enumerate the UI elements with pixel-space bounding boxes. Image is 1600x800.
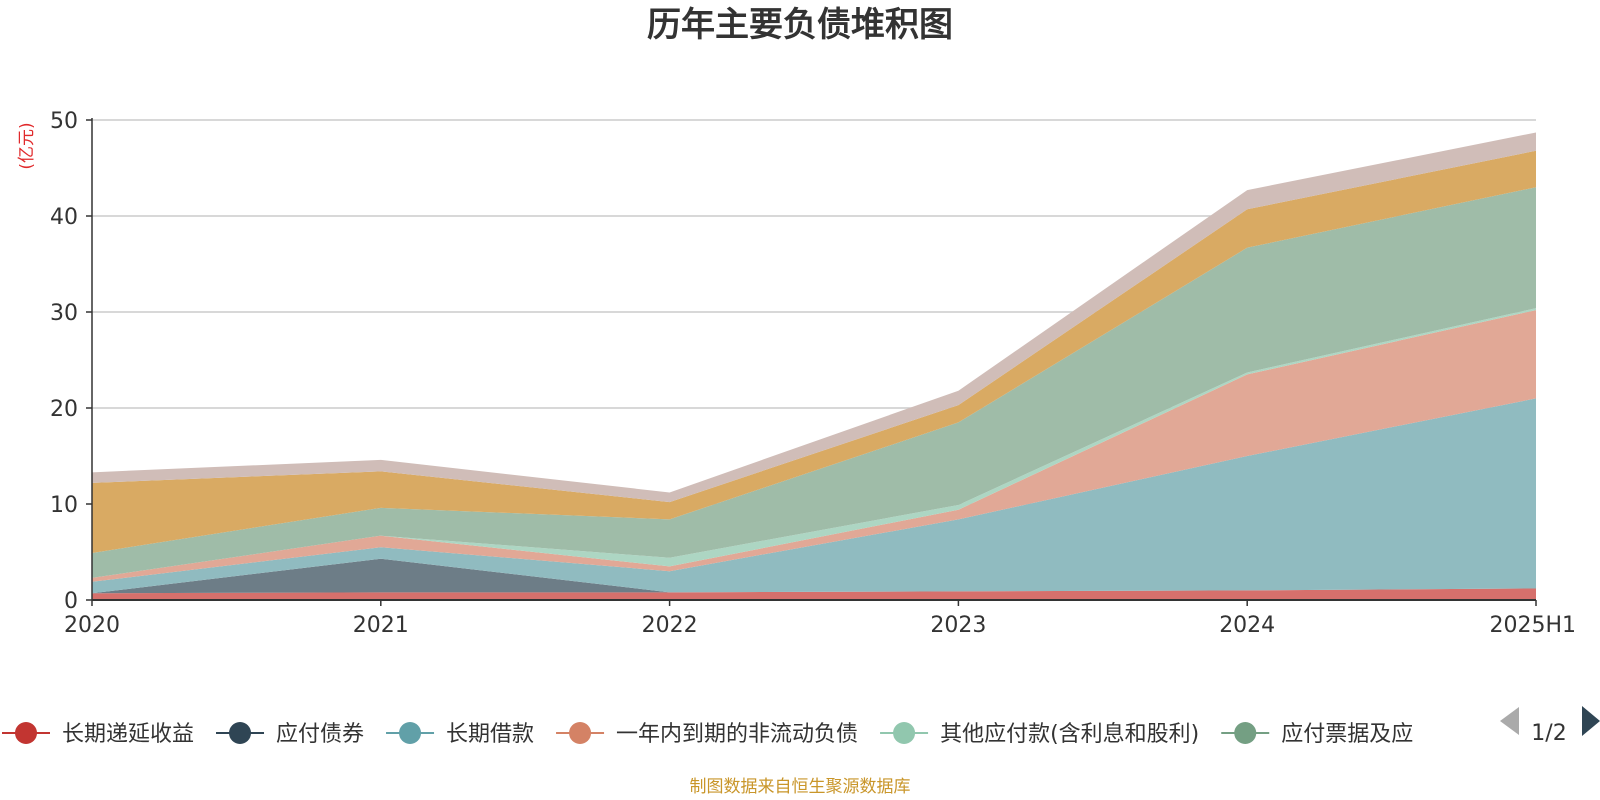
axes: 0 10 20 30 40 50 2020 2021 2022 2023 2024 2025H1 [50,109,1576,638]
area-series-8 [92,132,1536,503]
legend-item[interactable]: 一年内到期的非流动负债 [556,722,858,747]
area-series-7 [92,150,1536,553]
legend-prev-page-icon[interactable] [1500,707,1519,735]
legend-marker-icon [569,722,592,744]
x-tick-label: 2025H1 [1489,613,1576,638]
legend-marker-icon [229,722,252,744]
area-series-6 [92,187,1536,578]
legend-page-indicator: 1/2 [1531,721,1566,746]
area-series-1 [92,588,1536,600]
legend-next-page-icon[interactable] [1582,706,1600,736]
area-series-3 [92,398,1536,594]
legend-item[interactable]: 长期借款 [386,722,534,747]
y-tick-label: 10 [50,493,78,518]
y-tick-label: 0 [64,589,78,614]
y-tick-label: 30 [50,301,78,326]
x-tick-label: 2023 [930,613,986,638]
legend-label: 长期借款 [446,722,534,747]
legend-label: 一年内到期的非流动负债 [616,722,858,747]
legend: 长期递延收益 应付债券 长期借款 一年内到期的非流动负债 其他应付款(含利息和股利) 应付… [2,722,1413,747]
legend-label: 长期递延收益 [62,722,194,747]
y-tick-label: 20 [50,397,78,422]
legend-label: 应付票据及应 [1281,722,1413,747]
legend-item[interactable]: 应付债券 [216,722,364,747]
y-axis-unit-label: (亿元) [17,122,37,169]
legend-pager: 1/2 [1500,706,1600,746]
legend-label: 应付债券 [276,722,364,747]
legend-marker-icon [893,722,916,744]
x-tick-label: 2022 [642,613,698,638]
x-tick-label: 2020 [64,613,120,638]
legend-item[interactable]: 应付票据及应 [1221,722,1413,747]
legend-marker-icon [15,722,37,744]
y-tick-label: 40 [50,205,78,230]
legend-item[interactable]: 其他应付款(含利息和股利) [880,722,1199,747]
area-series-4 [92,310,1536,582]
x-tick-label: 2024 [1219,613,1275,638]
area-series-group [92,132,1536,600]
legend-marker-icon [1234,722,1257,744]
data-source-note: 制图数据来自恒生聚源数据库 [690,777,911,797]
x-tick-label: 2021 [353,613,409,638]
legend-label: 其他应付款(含利息和股利) [940,722,1199,747]
legend-item[interactable]: 长期递延收益 [2,722,194,747]
legend-marker-icon [399,722,422,744]
area-series-2 [92,558,1536,594]
y-tick-label: 50 [50,109,78,134]
chart-title: 历年主要负债堆积图 [647,5,953,45]
